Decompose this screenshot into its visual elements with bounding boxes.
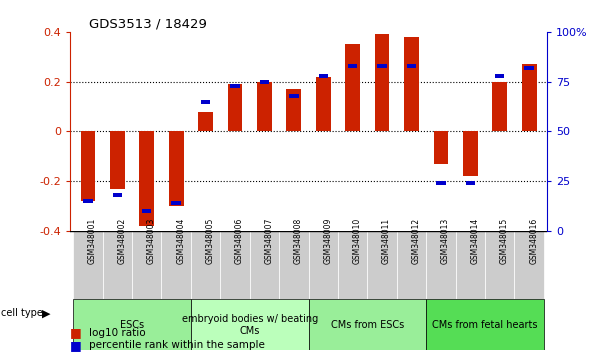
Bar bbox=[132, 231, 161, 299]
Bar bbox=[287, 89, 301, 131]
Bar bbox=[378, 64, 387, 68]
Bar bbox=[191, 231, 221, 299]
Bar bbox=[112, 193, 122, 197]
Bar bbox=[230, 84, 240, 88]
Bar bbox=[367, 231, 397, 299]
Text: GSM348007: GSM348007 bbox=[265, 218, 274, 264]
Text: GSM348002: GSM348002 bbox=[117, 218, 126, 264]
Text: GSM348006: GSM348006 bbox=[235, 218, 244, 264]
Bar bbox=[434, 131, 448, 164]
Bar bbox=[522, 64, 536, 131]
Bar bbox=[257, 82, 272, 131]
Text: cell type: cell type bbox=[1, 308, 43, 318]
Bar bbox=[250, 231, 279, 299]
Text: ESCs: ESCs bbox=[120, 320, 144, 330]
Bar bbox=[485, 231, 514, 299]
Text: GSM348012: GSM348012 bbox=[412, 218, 420, 264]
Text: percentile rank within the sample: percentile rank within the sample bbox=[89, 340, 265, 350]
Bar bbox=[309, 231, 338, 299]
Bar bbox=[348, 64, 357, 68]
Text: GSM348001: GSM348001 bbox=[88, 218, 97, 264]
Bar bbox=[524, 66, 534, 70]
Text: GSM348008: GSM348008 bbox=[294, 218, 303, 264]
Text: GSM348004: GSM348004 bbox=[176, 218, 185, 264]
Bar bbox=[495, 74, 505, 78]
Bar bbox=[73, 231, 103, 299]
Bar bbox=[375, 34, 389, 131]
Bar bbox=[169, 131, 183, 206]
Text: GSM348009: GSM348009 bbox=[323, 218, 332, 264]
Bar bbox=[514, 231, 544, 299]
Bar bbox=[198, 112, 213, 131]
Text: ■: ■ bbox=[70, 326, 82, 339]
Bar bbox=[81, 131, 95, 201]
Text: GSM348010: GSM348010 bbox=[353, 218, 362, 264]
Bar bbox=[103, 231, 132, 299]
Bar bbox=[73, 299, 191, 350]
Bar bbox=[426, 231, 456, 299]
Text: ■: ■ bbox=[70, 339, 82, 352]
Bar bbox=[436, 181, 445, 185]
Text: GSM348005: GSM348005 bbox=[205, 218, 214, 264]
Bar bbox=[397, 231, 426, 299]
Bar bbox=[345, 44, 360, 131]
Bar bbox=[463, 131, 478, 176]
Bar bbox=[338, 231, 367, 299]
Bar bbox=[191, 299, 309, 350]
Bar bbox=[456, 231, 485, 299]
Bar bbox=[309, 299, 426, 350]
Text: ▶: ▶ bbox=[42, 308, 50, 318]
Text: embryoid bodies w/ beating
CMs: embryoid bodies w/ beating CMs bbox=[181, 314, 318, 336]
Text: log10 ratio: log10 ratio bbox=[89, 328, 145, 338]
Bar bbox=[139, 131, 154, 226]
Bar bbox=[426, 299, 544, 350]
Bar bbox=[407, 64, 416, 68]
Bar bbox=[83, 199, 93, 203]
Bar bbox=[492, 82, 507, 131]
Text: GSM348016: GSM348016 bbox=[529, 218, 538, 264]
Bar bbox=[316, 77, 331, 131]
Bar bbox=[228, 84, 243, 131]
Text: GSM348003: GSM348003 bbox=[147, 218, 156, 264]
Text: GSM348014: GSM348014 bbox=[470, 218, 480, 264]
Bar bbox=[466, 181, 475, 185]
Text: GSM348011: GSM348011 bbox=[382, 218, 391, 264]
Bar bbox=[201, 99, 210, 104]
Text: GSM348013: GSM348013 bbox=[441, 218, 450, 264]
Bar bbox=[161, 231, 191, 299]
Bar bbox=[142, 209, 152, 213]
Text: CMs from fetal hearts: CMs from fetal hearts bbox=[433, 320, 538, 330]
Bar bbox=[279, 231, 309, 299]
Text: GDS3513 / 18429: GDS3513 / 18429 bbox=[89, 18, 207, 31]
Bar bbox=[318, 74, 328, 78]
Text: GSM348015: GSM348015 bbox=[500, 218, 509, 264]
Bar bbox=[221, 231, 250, 299]
Bar bbox=[404, 37, 419, 131]
Bar bbox=[289, 93, 299, 98]
Bar bbox=[110, 131, 125, 189]
Bar bbox=[260, 80, 269, 84]
Text: CMs from ESCs: CMs from ESCs bbox=[331, 320, 404, 330]
Bar bbox=[172, 201, 181, 205]
